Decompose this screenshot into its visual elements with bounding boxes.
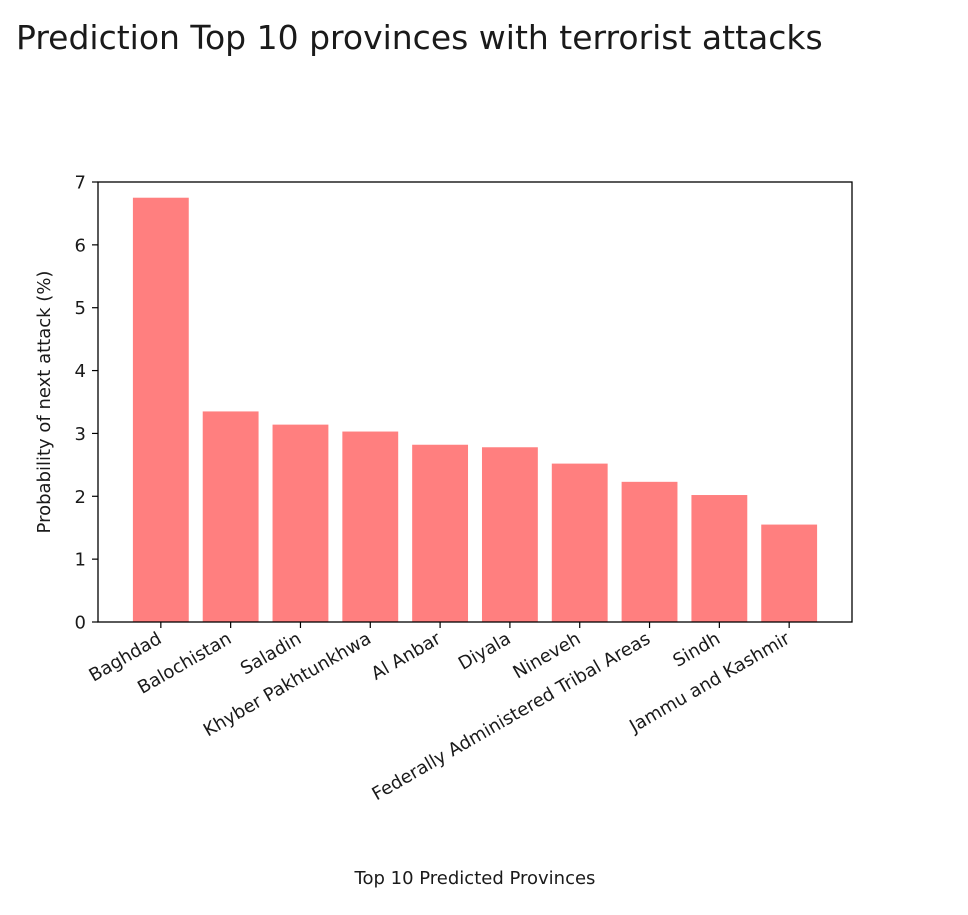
- x-tick-label-sindh: Sindh: [669, 628, 723, 672]
- y-tick-label: 1: [75, 550, 86, 571]
- bar-baghdad: [132, 197, 189, 622]
- bar-saladin: [272, 424, 329, 622]
- bar-federally-administered-tribal-areas: [621, 481, 678, 622]
- y-tick-label: 3: [75, 424, 86, 445]
- chart-title: Prediction Top 10 provinces with terrori…: [16, 18, 823, 57]
- y-tick-label: 5: [75, 298, 86, 319]
- x-tick-label-al-anbar: Al Anbar: [368, 628, 445, 685]
- x-axis-label: Top 10 Predicted Provinces: [354, 868, 596, 889]
- bar-jammu-and-kashmir: [761, 524, 818, 622]
- y-tick-label: 6: [75, 235, 86, 256]
- bar-khyber-pakhtunkhwa: [342, 431, 399, 622]
- bar-diyala: [481, 447, 538, 622]
- y-tick-label: 4: [75, 361, 86, 382]
- y-tick-label: 7: [75, 173, 86, 194]
- y-tick-label: 0: [75, 613, 86, 634]
- bars-layer: [132, 197, 818, 622]
- axes-layer: [92, 181, 853, 628]
- y-axis-label: Probability of next attack (%): [34, 271, 55, 534]
- bar-sindh: [691, 495, 748, 622]
- bar-nineveh: [551, 463, 608, 622]
- plot-frame: [97, 181, 853, 623]
- bar-al-anbar: [412, 444, 469, 622]
- x-tick-label-diyala: Diyala: [455, 628, 514, 674]
- y-tick-label: 2: [75, 487, 86, 508]
- bar-balochistan: [202, 411, 259, 622]
